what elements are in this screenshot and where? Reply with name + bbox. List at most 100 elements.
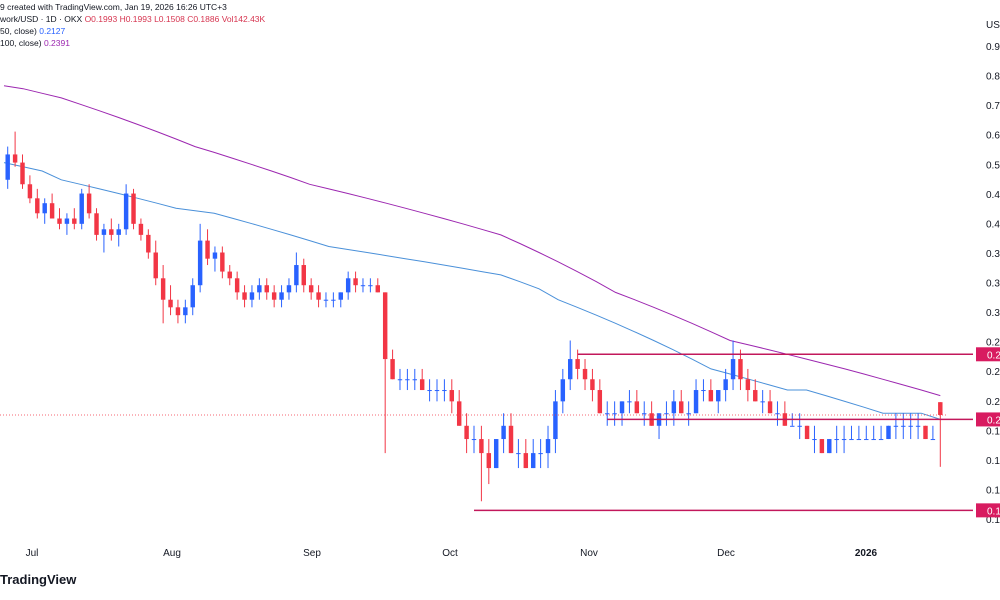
candle bbox=[612, 401, 617, 426]
candle bbox=[434, 379, 440, 402]
candle-body bbox=[338, 292, 343, 300]
candle bbox=[767, 390, 773, 414]
candle-body bbox=[930, 439, 936, 441]
candle-body bbox=[938, 402, 943, 415]
candle bbox=[819, 439, 825, 454]
candle-body bbox=[368, 285, 373, 287]
candle bbox=[560, 368, 566, 414]
candle-body bbox=[449, 390, 455, 402]
candle-body bbox=[456, 401, 462, 426]
candle bbox=[86, 184, 92, 219]
candle-body bbox=[745, 379, 751, 391]
candle-body bbox=[730, 359, 736, 380]
candle-body bbox=[42, 203, 47, 214]
candle-body bbox=[523, 453, 529, 469]
candle bbox=[878, 425, 884, 441]
candle-body bbox=[35, 198, 40, 214]
candle-body bbox=[57, 218, 62, 224]
candle bbox=[20, 154, 25, 189]
candle bbox=[5, 146, 10, 189]
candle bbox=[812, 425, 817, 454]
candle-body bbox=[864, 439, 869, 441]
candle bbox=[345, 271, 351, 300]
candle-body bbox=[908, 425, 913, 427]
candle-body bbox=[427, 390, 432, 392]
candle bbox=[619, 401, 625, 426]
candle bbox=[605, 401, 610, 426]
price-tag-label: 0.2 bbox=[987, 350, 1000, 361]
month-label: Dec bbox=[717, 548, 735, 559]
axis-tick-label: 0.3 bbox=[986, 249, 1000, 260]
candle bbox=[582, 359, 588, 391]
candle-body bbox=[856, 439, 862, 441]
symbol-label[interactable]: work/USD · 1D · OKX bbox=[0, 14, 83, 24]
candle bbox=[464, 413, 469, 454]
candle-body bbox=[760, 401, 765, 403]
candle bbox=[753, 379, 758, 402]
candle-body bbox=[819, 439, 825, 454]
candle bbox=[183, 299, 188, 324]
axis-tick-label: 0.2 bbox=[986, 338, 1000, 349]
month-label: Oct bbox=[442, 548, 458, 559]
candle-body bbox=[294, 265, 299, 286]
candle-body bbox=[175, 307, 181, 316]
candle bbox=[723, 368, 728, 402]
ma100-value: 0.2391 bbox=[43, 38, 70, 48]
candle-body bbox=[271, 292, 277, 300]
candle-body bbox=[286, 285, 292, 293]
candle-body bbox=[545, 439, 551, 454]
axis-tick-label: 0.9 bbox=[986, 42, 1000, 53]
month-label: Aug bbox=[163, 548, 181, 559]
candle bbox=[168, 285, 173, 316]
candle bbox=[493, 439, 499, 469]
candle bbox=[301, 258, 306, 293]
candle-body bbox=[109, 229, 114, 235]
candle bbox=[938, 402, 943, 467]
axis-tick-label: 0.1 bbox=[986, 456, 1000, 467]
month-label: Sep bbox=[303, 548, 321, 559]
candle bbox=[123, 184, 129, 235]
candle-body bbox=[530, 453, 536, 469]
candle bbox=[449, 379, 455, 414]
candle-body bbox=[12, 154, 18, 163]
month-label: Nov bbox=[580, 548, 598, 559]
candle-body bbox=[612, 413, 617, 415]
candle-body bbox=[345, 278, 351, 293]
candle bbox=[634, 390, 640, 414]
candle bbox=[316, 285, 321, 308]
candle-body bbox=[664, 413, 669, 415]
ma100-legend[interactable]: 100, close) 0.2391 bbox=[0, 38, 70, 48]
axis-tick-label: 0.5 bbox=[986, 160, 1000, 171]
candle bbox=[508, 413, 514, 454]
candle bbox=[390, 349, 395, 380]
candle bbox=[353, 271, 358, 293]
candle bbox=[849, 425, 854, 441]
price-axis: USD0.90.80.70.60.50.40.40.30.30.30.20.20… bbox=[976, 20, 1000, 526]
candle-body bbox=[605, 413, 610, 415]
candle-body bbox=[923, 425, 928, 440]
candle bbox=[656, 413, 662, 440]
candle bbox=[738, 349, 743, 391]
candle-body bbox=[693, 390, 699, 414]
candle-body bbox=[183, 307, 188, 316]
candle bbox=[405, 368, 410, 391]
candle-body bbox=[886, 425, 891, 440]
candle bbox=[205, 229, 210, 266]
candle bbox=[797, 413, 802, 440]
candle bbox=[871, 425, 876, 441]
candle bbox=[323, 292, 329, 308]
candle bbox=[101, 223, 107, 253]
candle-body bbox=[360, 285, 366, 287]
ohlc-low: L0.1508 bbox=[154, 14, 185, 24]
candle bbox=[360, 278, 366, 293]
axis-currency: USD bbox=[986, 20, 1000, 31]
horizontal-levels bbox=[474, 353, 973, 512]
candle bbox=[471, 425, 477, 454]
candle-body bbox=[242, 292, 247, 300]
ma50-legend[interactable]: 50, close) 0.2127 bbox=[0, 26, 65, 36]
ma50-line bbox=[3, 162, 941, 420]
candle-body bbox=[575, 359, 580, 369]
candle-body bbox=[419, 379, 425, 391]
ohlc-close: C0.1886 bbox=[187, 14, 220, 24]
